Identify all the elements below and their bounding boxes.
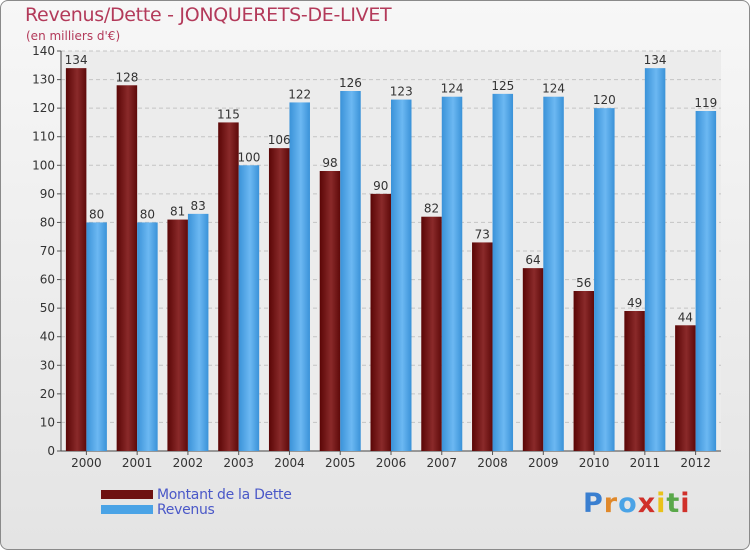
bar-revenue xyxy=(86,222,107,451)
data-label: 90 xyxy=(373,179,388,193)
y-tick-label: 50 xyxy=(40,301,55,315)
bar-debt xyxy=(472,242,493,451)
bar-debt xyxy=(675,325,696,451)
bar-chart: 0 10 20 30 40 50 60 70 80 90 100 110 120 130 140 2000 13… xyxy=(32,44,721,470)
x-tick-label: 2010 xyxy=(579,456,610,470)
data-label: 49 xyxy=(627,296,642,310)
logo-letter: r xyxy=(603,488,619,519)
data-label: 124 xyxy=(441,82,464,96)
bar-debt xyxy=(624,311,645,451)
x-tick-label: 2001 xyxy=(122,456,153,470)
x-tick-label: 2012 xyxy=(680,456,711,470)
data-label: 115 xyxy=(217,107,240,121)
y-tick-label: 60 xyxy=(40,273,55,287)
chart-title: Revenus/Dette - JONQUERETS-DE-LIVET xyxy=(25,4,392,26)
y-tick-label: 80 xyxy=(40,215,55,229)
bar-revenue xyxy=(187,213,209,451)
x-tick-label: 2005 xyxy=(325,456,356,470)
data-label: 98 xyxy=(322,156,337,170)
bar-debt xyxy=(319,171,341,451)
x-tick-label: 2002 xyxy=(173,456,204,470)
legend-swatch-debt xyxy=(101,490,153,499)
bar-debt xyxy=(218,122,239,451)
logo-letter: P xyxy=(583,488,604,519)
bar-revenue xyxy=(137,222,158,451)
bar-debt xyxy=(370,193,391,451)
bar-debt xyxy=(116,85,138,452)
y-tick-label: 140 xyxy=(32,44,55,58)
bar-revenue xyxy=(492,93,514,451)
logo-letter: i xyxy=(680,488,691,519)
proxiti-logo: Proxiti xyxy=(583,488,691,519)
x-tick-label: 2000 xyxy=(71,456,102,470)
bar-debt xyxy=(421,216,442,451)
bar-revenue xyxy=(340,91,361,451)
bar-revenue xyxy=(441,96,463,451)
x-tick-label: 2009 xyxy=(528,456,559,470)
logo-letter: i xyxy=(656,488,667,519)
bar-debt xyxy=(65,68,87,452)
data-label: 44 xyxy=(678,310,693,324)
logo-letter: o xyxy=(618,488,638,519)
legend-swatch-revenue xyxy=(101,505,153,514)
bar-debt xyxy=(573,291,595,451)
x-tick-label: 2007 xyxy=(426,456,457,470)
y-tick-label: 10 xyxy=(40,415,55,429)
data-label: 83 xyxy=(191,199,206,213)
data-label: 80 xyxy=(140,207,155,221)
legend-label-revenue: Revenus xyxy=(157,501,215,518)
bar-revenue xyxy=(644,68,666,452)
x-tick-label: 2008 xyxy=(477,456,508,470)
logo-letter: x xyxy=(637,488,657,519)
data-label: 64 xyxy=(525,253,540,267)
bar-revenue xyxy=(594,108,615,452)
data-label: 126 xyxy=(339,76,362,90)
legend: Montant de la Dette Revenus xyxy=(101,486,292,518)
data-label: 124 xyxy=(542,82,565,96)
data-label: 125 xyxy=(491,79,514,93)
data-label: 134 xyxy=(644,53,667,67)
y-tick-label: 30 xyxy=(40,358,55,372)
y-tick-label: 0 xyxy=(47,444,55,458)
legend-item-debt: Montant de la Dette xyxy=(101,486,292,503)
data-label: 81 xyxy=(170,205,185,219)
data-label: 100 xyxy=(237,150,260,164)
y-tick-label: 40 xyxy=(40,330,55,344)
x-tick-label: 2006 xyxy=(376,456,407,470)
y-tick-label: 100 xyxy=(32,158,55,172)
y-tick-label: 120 xyxy=(32,101,55,115)
data-label: 73 xyxy=(475,227,490,241)
data-label: 56 xyxy=(576,276,591,290)
y-tick-label: 90 xyxy=(40,187,55,201)
chart-subtitle: (en milliers d'€) xyxy=(26,29,121,43)
bar-debt xyxy=(167,219,188,451)
x-tick-label: 2004 xyxy=(274,456,305,470)
data-label: 128 xyxy=(115,70,138,84)
logo-letter: t xyxy=(666,488,681,519)
bar-revenue xyxy=(695,111,717,451)
bar-revenue xyxy=(238,165,260,452)
y-tick-label: 130 xyxy=(32,73,55,87)
bar-revenue xyxy=(289,102,310,451)
bar-debt xyxy=(268,148,290,451)
data-label: 82 xyxy=(424,202,439,216)
bar-debt xyxy=(522,268,544,451)
data-label: 106 xyxy=(268,133,291,147)
x-tick-label: 2003 xyxy=(223,456,254,470)
y-tick-label: 110 xyxy=(32,130,55,144)
data-label: 120 xyxy=(593,93,616,107)
data-label: 119 xyxy=(694,96,717,110)
legend-label-debt: Montant de la Dette xyxy=(157,486,292,503)
data-label: 122 xyxy=(288,87,311,101)
data-label: 123 xyxy=(390,85,413,99)
y-tick-label: 70 xyxy=(40,244,55,258)
legend-item-revenue: Revenus xyxy=(101,501,292,518)
data-label: 80 xyxy=(89,207,104,221)
bar-revenue xyxy=(543,96,564,451)
y-tick-label: 20 xyxy=(40,387,55,401)
bar-revenue xyxy=(391,99,412,452)
data-label: 134 xyxy=(65,53,88,67)
x-tick-label: 2011 xyxy=(630,456,661,470)
